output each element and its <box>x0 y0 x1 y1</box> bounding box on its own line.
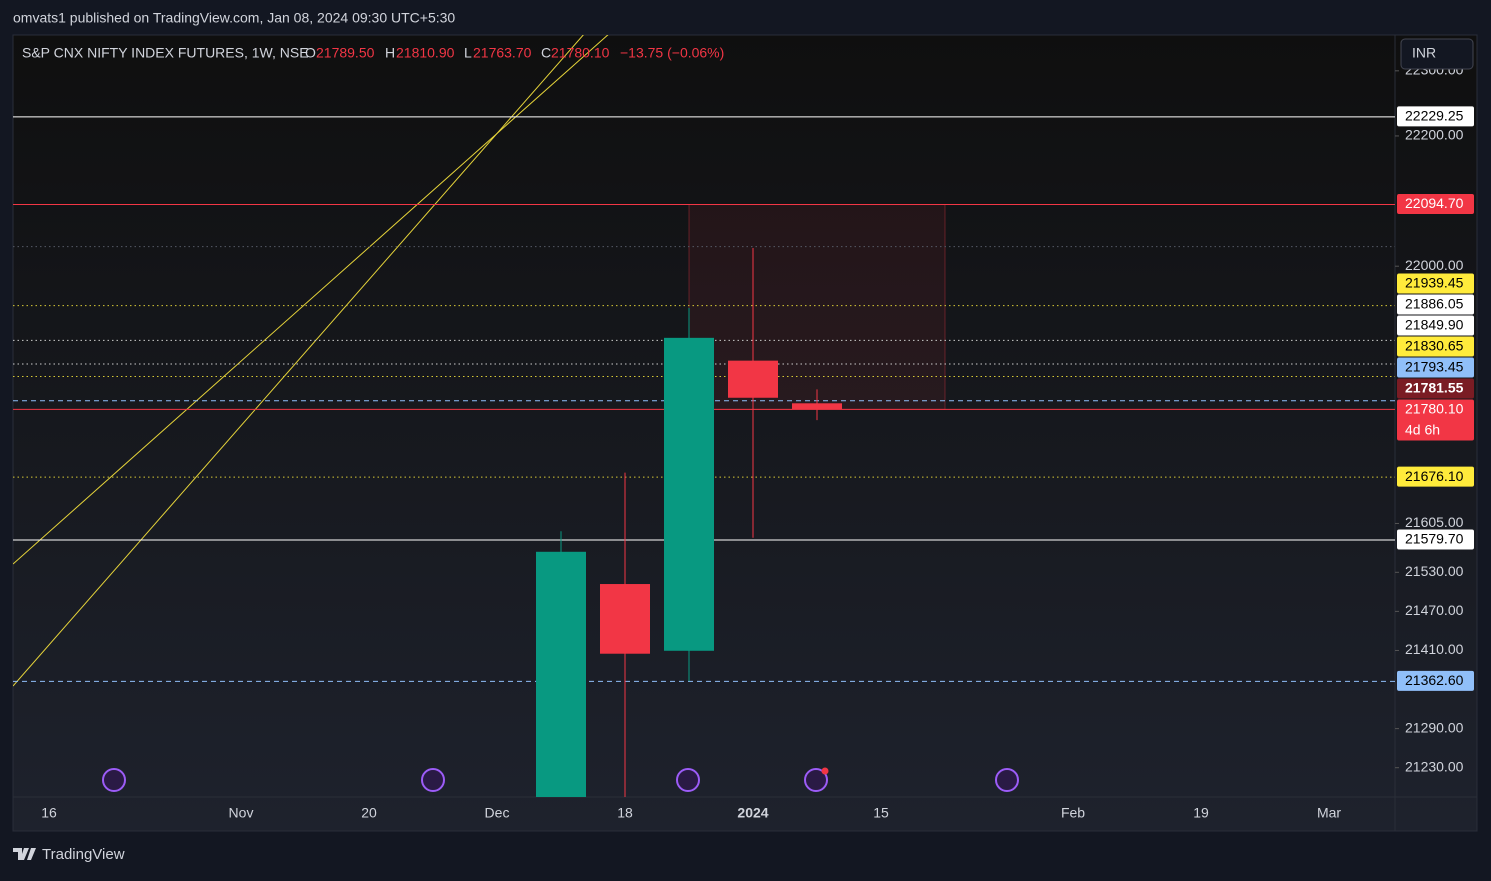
price-tag-label: 21886.05 <box>1405 296 1464 312</box>
event-icon[interactable] <box>676 768 700 792</box>
price-tag-label: 21676.10 <box>1405 468 1464 484</box>
candle-body <box>664 337 714 651</box>
y-tick-label: 22000.00 <box>1405 257 1464 273</box>
x-tick-label: Dec <box>485 805 510 821</box>
price-tag-label: 21939.45 <box>1405 275 1464 291</box>
price-tag-label: 21781.55 <box>1405 380 1464 396</box>
currency-button[interactable] <box>1400 38 1474 70</box>
high-key: H <box>385 45 395 61</box>
zone <box>688 204 946 410</box>
event-icon[interactable] <box>421 768 445 792</box>
chart-panel <box>12 34 1478 832</box>
price-tag <box>1397 294 1474 315</box>
symbol: S&P CNX NIFTY INDEX FUTURES, 1W, NSE <box>22 45 309 61</box>
price-tag <box>1397 670 1474 691</box>
open-key: O <box>305 45 316 61</box>
plot <box>13 116 1395 797</box>
low-value: 21763.70 <box>473 45 532 61</box>
x-tick-label: Mar <box>1317 805 1341 821</box>
trend-lines <box>13 35 609 687</box>
price-tag <box>1397 529 1474 550</box>
trend-line <box>13 35 584 687</box>
price-tag-label: 21579.70 <box>1405 531 1464 547</box>
candle-body <box>792 403 842 410</box>
close-key: C <box>541 45 551 61</box>
price-tag-label: 21793.45 <box>1405 359 1464 375</box>
x-tick-label: 19 <box>1193 805 1209 821</box>
event-dot <box>821 767 829 775</box>
price-tag-label: 21849.90 <box>1405 317 1464 333</box>
countdown: 4d 6h <box>1405 422 1440 438</box>
price-tag-label: 22229.25 <box>1405 108 1464 124</box>
price-tag <box>1397 399 1474 441</box>
price-tag <box>1397 336 1474 357</box>
price-tag-label: 21830.65 <box>1405 338 1464 354</box>
price-tag <box>1397 378 1474 399</box>
low-key: L <box>464 45 472 61</box>
y-tick-label: 21230.00 <box>1405 758 1464 774</box>
x-tick-label: 18 <box>617 805 633 821</box>
price-tag <box>1397 466 1474 487</box>
y-tick-label: 21410.00 <box>1405 641 1464 657</box>
price-tag <box>1397 194 1474 215</box>
y-tick-label: 22200.00 <box>1405 127 1464 143</box>
price-tag <box>1397 273 1474 294</box>
candle-body <box>728 360 778 398</box>
x-tick-label: Feb <box>1061 805 1085 821</box>
price-tag <box>1397 357 1474 378</box>
trend-line <box>13 35 609 565</box>
x-tick-label: Nov <box>229 805 254 821</box>
x-tick-label: 15 <box>873 805 889 821</box>
x-tick-label: 16 <box>41 805 57 821</box>
brand-logo: TradingView <box>13 846 125 863</box>
change: −13.75 (−0.06%) <box>620 45 724 61</box>
price-tag-label: 22094.70 <box>1405 195 1464 211</box>
price-tag-label: 21362.60 <box>1405 672 1464 688</box>
price-tag-label: 21780.10 <box>1405 401 1464 417</box>
price-tag <box>1397 315 1474 336</box>
high-value: 21810.90 <box>396 45 455 61</box>
x-tick-label: 2024 <box>737 805 768 821</box>
price-tag <box>1397 106 1474 127</box>
event-icon[interactable] <box>995 768 1019 792</box>
candle-body <box>536 551 586 797</box>
close-value: 21780.10 <box>551 45 610 61</box>
event-icon[interactable] <box>804 768 828 792</box>
event-icon[interactable] <box>102 768 126 792</box>
x-tick-label: 20 <box>361 805 377 821</box>
y-tick-label: 21470.00 <box>1405 602 1464 618</box>
y-tick-label: 21530.00 <box>1405 563 1464 579</box>
open-value: 21789.50 <box>316 45 375 61</box>
candle-body <box>600 584 650 654</box>
brand: TradingView <box>42 846 125 863</box>
logo-icon <box>13 848 36 860</box>
event-icons <box>102 767 1019 792</box>
publisher: omvats1 published on TradingView.com, Ja… <box>13 10 455 26</box>
legend: S&P CNX NIFTY INDEX FUTURES, 1W, NSE O 2… <box>22 45 724 61</box>
currency[interactable]: INR <box>1412 45 1436 61</box>
y-tick-label: 21290.00 <box>1405 719 1464 735</box>
y-tick-label: 21605.00 <box>1405 514 1464 530</box>
